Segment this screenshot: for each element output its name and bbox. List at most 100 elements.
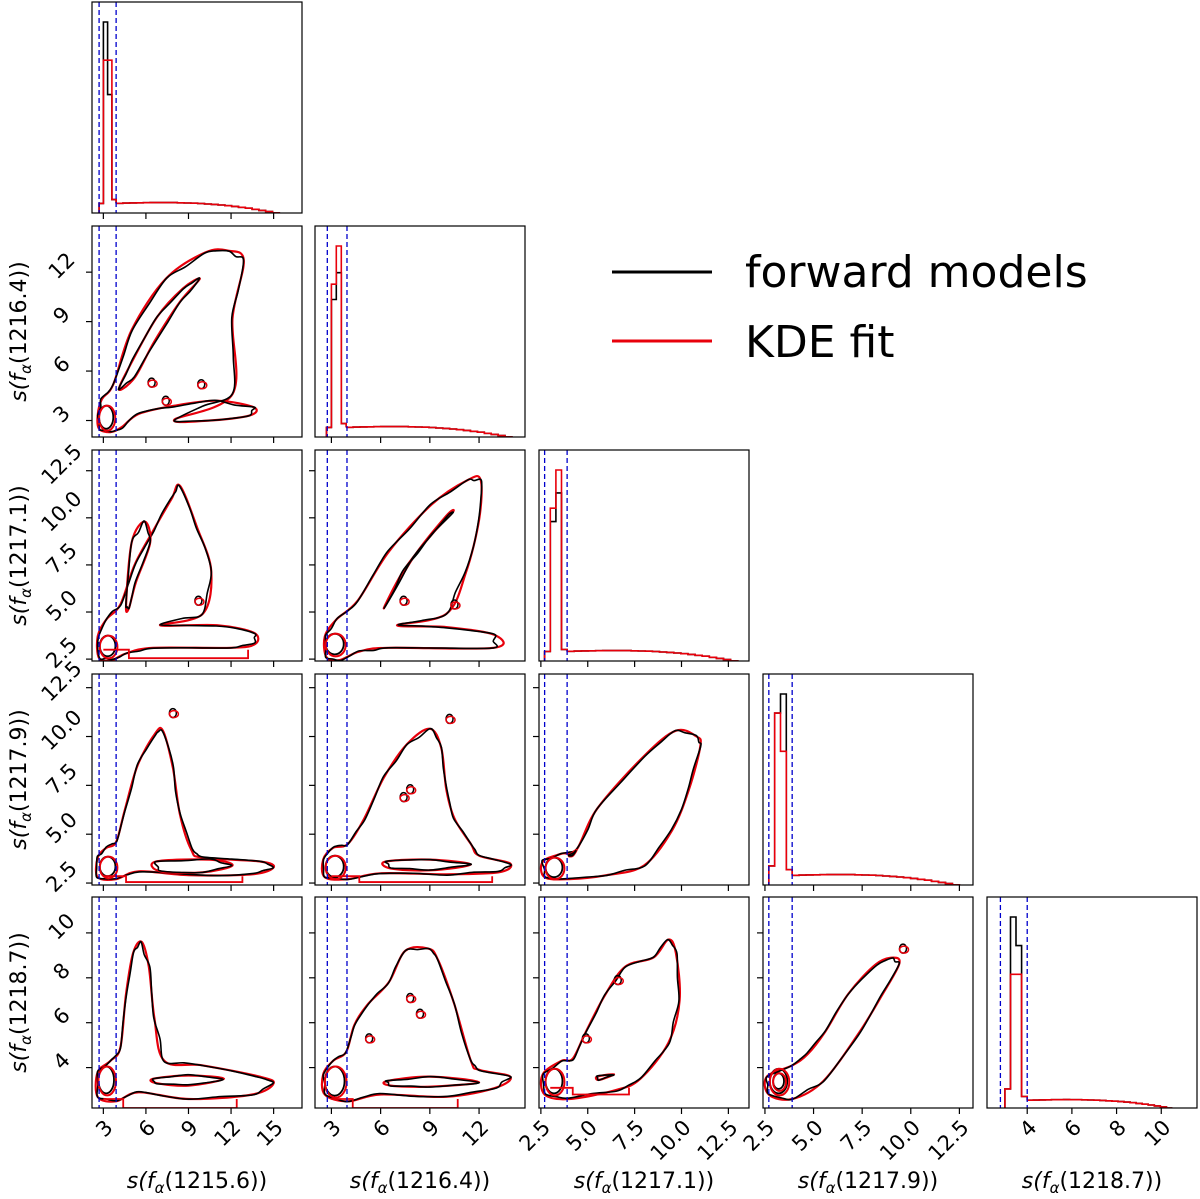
x-tick-label: 3 (319, 1115, 345, 1141)
panel-frame (762, 673, 974, 886)
panel-frame (91, 896, 303, 1109)
panel-0-0 (91, 1, 303, 219)
panel-4-1 (309, 896, 526, 1114)
legend: forward models KDE fit (612, 247, 1088, 368)
contour-forward-inner (383, 511, 455, 609)
contour-core-kde (97, 1065, 117, 1097)
x-tick-label: 6 (134, 1115, 160, 1141)
x-tick-label: 12 (457, 1115, 493, 1151)
contour-kde-edge (331, 875, 494, 883)
x-tick-label: 2.5 (739, 1115, 780, 1156)
histogram-kde (98, 59, 281, 213)
y-tick-label: 6 (48, 351, 74, 377)
contour-island-kde (399, 793, 410, 803)
contour-island-kde (581, 1035, 593, 1044)
contour-kde-outer (539, 728, 702, 881)
x-axis-label: s(fα(1217.9)) (798, 1169, 938, 1197)
y-axis-label: s(fα(1216.4)) (7, 261, 35, 401)
panel-content (322, 450, 505, 661)
panel-4-2 (533, 896, 750, 1114)
panel-grid: 3 6 9 12 15s(fα(1215.6))3 6 9 12s(fα(1216.4))2.… (7, 1, 1198, 1197)
panel-frame (314, 449, 526, 662)
panel-content (95, 450, 260, 661)
contour-island-kde (450, 601, 461, 610)
panel-frame (538, 673, 750, 886)
x-tick-label: 12 (209, 1115, 245, 1151)
contour-core-kde (324, 632, 347, 658)
panel-content (320, 897, 512, 1108)
contour-island-kde (445, 715, 456, 725)
contour-core-kde (323, 1065, 348, 1099)
contour-kde-edge (103, 648, 249, 660)
panel-frame (314, 673, 526, 886)
y-tick-label: 8 (48, 958, 74, 984)
contour-kde-inner (382, 508, 455, 610)
contour-island-kde (168, 709, 180, 719)
contour-island-kde (613, 976, 624, 986)
y-axis-label: s(fα(1217.1)) (7, 485, 35, 625)
contour-forward-outer (765, 957, 901, 1101)
panel-frame (91, 225, 303, 438)
contour-core-kde (98, 855, 119, 880)
panel-frame (91, 673, 303, 886)
x-tick-label: 7.5 (836, 1115, 877, 1156)
contour-forward-inner (384, 1075, 481, 1088)
contour-core-kde (98, 634, 119, 660)
panel-frame (762, 896, 974, 1109)
panel-content (325, 226, 513, 437)
panel-3-3 (762, 673, 974, 891)
contour-island-kde (147, 379, 158, 388)
histogram-forward (1004, 916, 1173, 1108)
y-tick-label: 10.0 (37, 486, 87, 536)
contour-forward-inner (151, 1073, 225, 1086)
y-axis-label: s(fα(1217.9)) (7, 709, 35, 849)
contour-kde-outer (94, 726, 276, 881)
contour-kde-edge (331, 1098, 459, 1108)
y-tick-label: 2.5 (41, 856, 82, 897)
panel-content (320, 674, 513, 885)
x-tick-label: 9 (418, 1115, 444, 1141)
contour-forward-outer (96, 249, 256, 433)
contour-island-kde (898, 945, 910, 954)
contour-forward-outer (324, 478, 499, 661)
y-axis-label: s(fα(1218.7)) (7, 932, 35, 1072)
contour-kde-edge (550, 1086, 630, 1096)
panel-3-2 (533, 673, 750, 891)
contour-kde-inner (382, 1075, 481, 1088)
x-tick-label: 10 (1140, 1115, 1176, 1151)
y-tick-label: 5.0 (41, 585, 82, 626)
panel-content (94, 897, 275, 1108)
y-tick-label: 3 (48, 401, 74, 427)
panel-content (96, 226, 258, 437)
y-tick-label: 12 (44, 248, 80, 284)
panel-content (543, 450, 739, 661)
panel-4-3 (757, 896, 974, 1114)
y-tick-label: 9 (48, 302, 74, 328)
panel-content (539, 897, 681, 1108)
panel-1-1 (314, 225, 526, 443)
x-axis-label: s(fα(1216.4)) (350, 1169, 490, 1197)
panel-frame (314, 896, 526, 1109)
x-tick-label: 6 (1060, 1115, 1086, 1141)
contour-forward-outer (322, 727, 512, 881)
contour-island-kde (161, 397, 173, 406)
contour-island-kde (405, 994, 417, 1004)
histogram-forward (98, 21, 281, 213)
panel-1-0 (86, 225, 303, 443)
y-tick-label: 5.0 (41, 808, 82, 849)
panel-content (539, 674, 702, 885)
histogram-forward (543, 492, 739, 661)
histogram-kde (325, 245, 513, 437)
x-tick-label: 2.5 (515, 1115, 556, 1156)
panel-2-0 (86, 449, 303, 667)
panel-frame (314, 225, 526, 438)
panel-2-2 (538, 449, 750, 667)
panel-frame (986, 896, 1198, 1109)
x-axis-label: s(fα(1218.7)) (1022, 1169, 1162, 1197)
contour-forward-outer (96, 940, 275, 1102)
panel-2-1 (309, 449, 526, 667)
contour-forward-outer (95, 729, 275, 880)
contour-forward-inner (117, 277, 201, 391)
panel-content (94, 674, 276, 885)
